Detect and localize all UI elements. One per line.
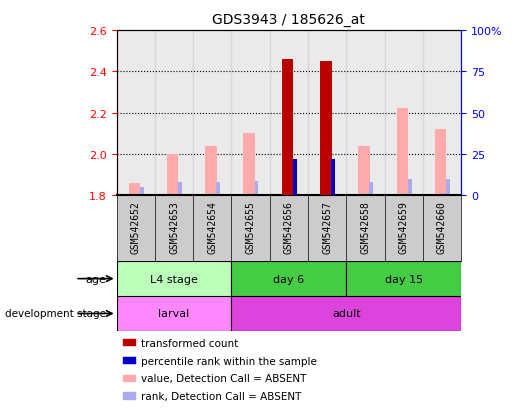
Bar xyxy=(369,183,373,196)
Text: GSM542659: GSM542659 xyxy=(399,201,409,254)
Bar xyxy=(117,261,232,296)
Text: age: age xyxy=(85,274,106,284)
Bar xyxy=(232,196,270,261)
Bar xyxy=(270,196,308,261)
Bar xyxy=(446,180,450,196)
Bar xyxy=(435,130,446,196)
Bar xyxy=(396,109,408,196)
Text: GSM542653: GSM542653 xyxy=(169,201,179,254)
Bar xyxy=(193,196,232,261)
Bar xyxy=(232,296,461,331)
Bar xyxy=(254,182,259,196)
Bar xyxy=(282,60,293,196)
Bar xyxy=(408,179,411,196)
Text: day 6: day 6 xyxy=(273,274,304,284)
Bar xyxy=(123,392,136,400)
Bar xyxy=(308,31,346,196)
Bar xyxy=(193,31,232,196)
Title: GDS3943 / 185626_at: GDS3943 / 185626_at xyxy=(213,13,365,27)
Bar xyxy=(385,196,423,261)
Text: rank, Detection Call = ABSENT: rank, Detection Call = ABSENT xyxy=(141,392,301,401)
Text: GSM542656: GSM542656 xyxy=(284,201,294,254)
Bar xyxy=(320,62,332,196)
Bar xyxy=(423,31,461,196)
Bar xyxy=(178,183,182,196)
Bar xyxy=(117,296,232,331)
Bar xyxy=(129,183,140,196)
Bar xyxy=(140,188,144,196)
Text: value, Detection Call = ABSENT: value, Detection Call = ABSENT xyxy=(141,373,306,384)
Bar xyxy=(123,339,136,347)
Bar xyxy=(346,261,461,296)
Bar xyxy=(123,375,136,382)
Text: larval: larval xyxy=(158,309,190,319)
Bar xyxy=(205,146,217,196)
Bar xyxy=(155,31,193,196)
Text: day 15: day 15 xyxy=(385,274,423,284)
Text: GSM542652: GSM542652 xyxy=(131,201,141,254)
Bar xyxy=(346,31,385,196)
Text: GSM542654: GSM542654 xyxy=(207,201,217,254)
Bar xyxy=(423,196,461,261)
Text: GSM542660: GSM542660 xyxy=(437,201,447,254)
Bar xyxy=(155,196,193,261)
Bar xyxy=(167,154,179,196)
Text: percentile rank within the sample: percentile rank within the sample xyxy=(141,356,316,366)
Bar xyxy=(216,183,220,196)
Bar xyxy=(293,159,297,196)
Text: GSM542657: GSM542657 xyxy=(322,201,332,254)
Bar xyxy=(308,196,346,261)
Bar xyxy=(232,31,270,196)
Bar xyxy=(385,31,423,196)
Text: transformed count: transformed count xyxy=(141,338,238,348)
Text: adult: adult xyxy=(332,309,360,319)
Bar xyxy=(232,261,346,296)
Bar xyxy=(358,146,370,196)
Text: GSM542655: GSM542655 xyxy=(245,201,255,254)
Bar xyxy=(346,196,385,261)
Bar xyxy=(270,31,308,196)
Text: development stage: development stage xyxy=(5,309,106,319)
Bar xyxy=(331,159,335,196)
Bar xyxy=(117,196,155,261)
Text: L4 stage: L4 stage xyxy=(150,274,198,284)
Text: GSM542658: GSM542658 xyxy=(360,201,370,254)
Bar xyxy=(123,357,136,365)
Bar xyxy=(117,31,155,196)
Bar xyxy=(243,134,255,196)
